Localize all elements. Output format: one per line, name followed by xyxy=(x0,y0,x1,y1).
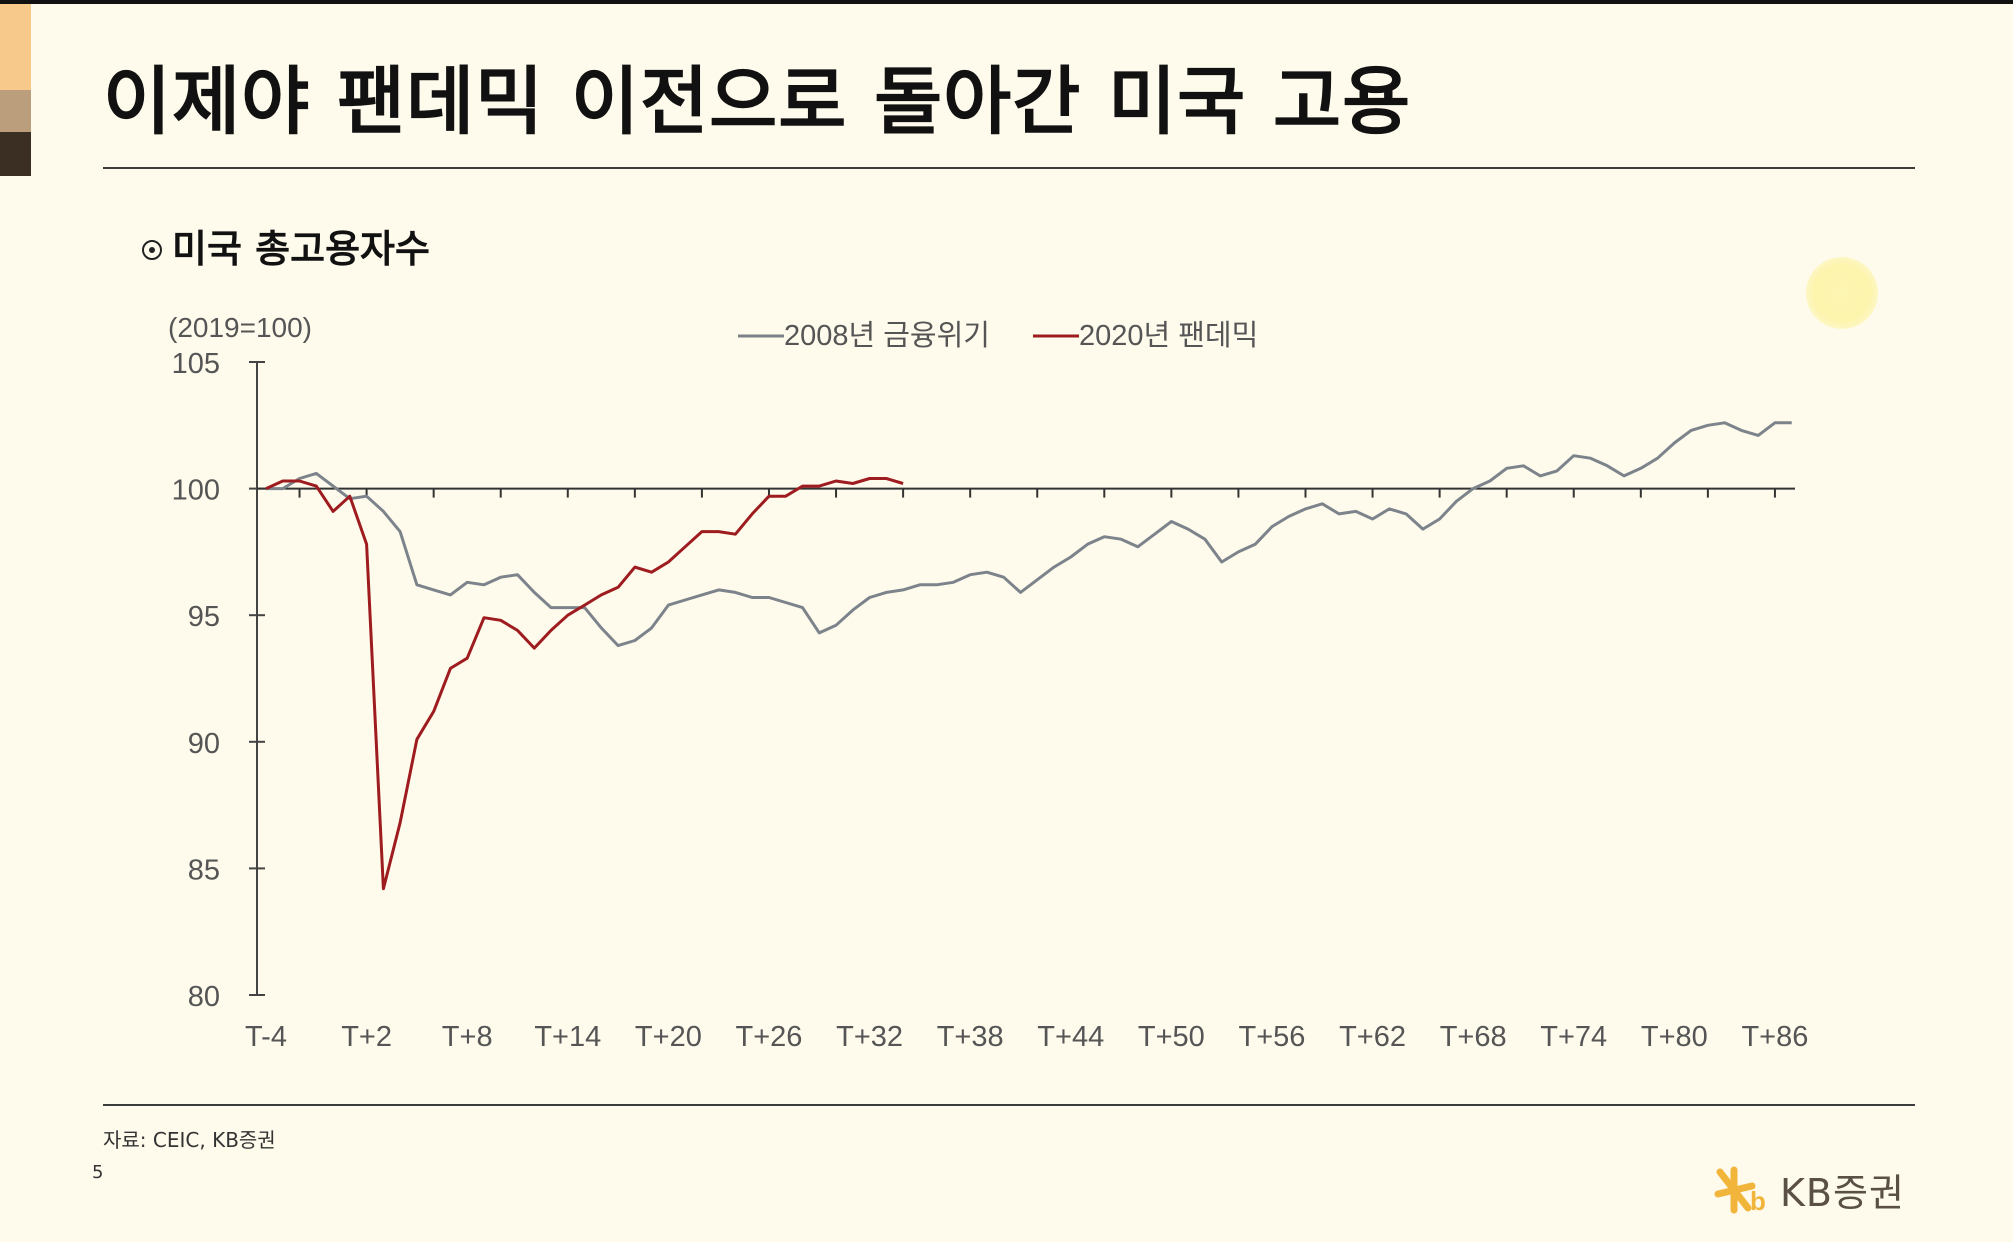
x-tick-label: T+2 xyxy=(341,1021,392,1053)
source-note: 자료: CEIC, KB증권 xyxy=(103,1128,276,1152)
y-tick-label: 90 xyxy=(188,728,220,760)
x-tick-label: T+26 xyxy=(736,1021,803,1053)
page-title: 이제야 팬데믹 이전으로 돌아간 미국 고용 xyxy=(103,59,1412,145)
chart-legend: 2008년 금융위기 2020년 팬데믹 xyxy=(738,319,1258,352)
x-tick-label: T+74 xyxy=(1540,1021,1607,1053)
logo-text: KB증권 xyxy=(1780,1171,1905,1215)
target-bullet-icon xyxy=(142,239,162,260)
x-tick-label: T+56 xyxy=(1238,1021,1305,1053)
x-tick-label: T+38 xyxy=(937,1021,1004,1053)
section-heading: 미국 총고용자수 xyxy=(142,218,430,273)
cursor-highlight xyxy=(1806,257,1878,329)
accent-block-dark xyxy=(0,132,31,176)
y-unit-label: (2019=100) xyxy=(168,312,312,343)
footer-divider xyxy=(103,1104,1915,1106)
x-tick-label: T+14 xyxy=(534,1021,601,1053)
series-line-2008 xyxy=(266,421,1792,648)
svg-text:b: b xyxy=(1750,1186,1766,1216)
x-tick-label: T+86 xyxy=(1741,1021,1808,1053)
accent-block-light xyxy=(0,4,31,90)
x-tick-label: T+62 xyxy=(1339,1021,1406,1053)
page-number: 5 xyxy=(92,1162,104,1183)
x-tick-label: T+80 xyxy=(1641,1021,1708,1053)
top-border xyxy=(0,0,2013,4)
title-divider xyxy=(103,167,1915,169)
kb-logo: b KB증권 xyxy=(1712,1162,1905,1217)
y-tick-label: 105 xyxy=(172,348,220,380)
chart-series xyxy=(265,421,1792,891)
accent-block-mid xyxy=(0,90,31,132)
x-tick-label: T+8 xyxy=(442,1021,493,1053)
y-tick-label: 85 xyxy=(188,854,220,886)
series-line-2020 xyxy=(265,477,904,891)
x-tick-label: T+32 xyxy=(836,1021,903,1053)
legend-label: 2008년 금융위기 xyxy=(784,319,990,352)
section-title: 미국 총고용자수 xyxy=(172,227,430,271)
x-tick-label: T+44 xyxy=(1037,1021,1104,1053)
y-tick-label: 95 xyxy=(188,601,220,633)
y-tick-label: 80 xyxy=(188,981,220,1013)
kb-star-logo-icon: b xyxy=(1714,1166,1766,1216)
y-tick-label: 100 xyxy=(172,475,220,507)
x-tick-label: T+50 xyxy=(1138,1021,1205,1053)
x-tick-label: T+68 xyxy=(1440,1021,1507,1053)
x-tick-label: T+20 xyxy=(635,1021,702,1053)
legend-label: 2020년 팬데믹 xyxy=(1079,319,1258,352)
chart-axes: 80 85 90 95 100 105 T-4 T+2 T+8 T+14 T+20 T+26 T+32 T… xyxy=(172,348,1809,1053)
x-tick-label: T-4 xyxy=(245,1021,287,1053)
